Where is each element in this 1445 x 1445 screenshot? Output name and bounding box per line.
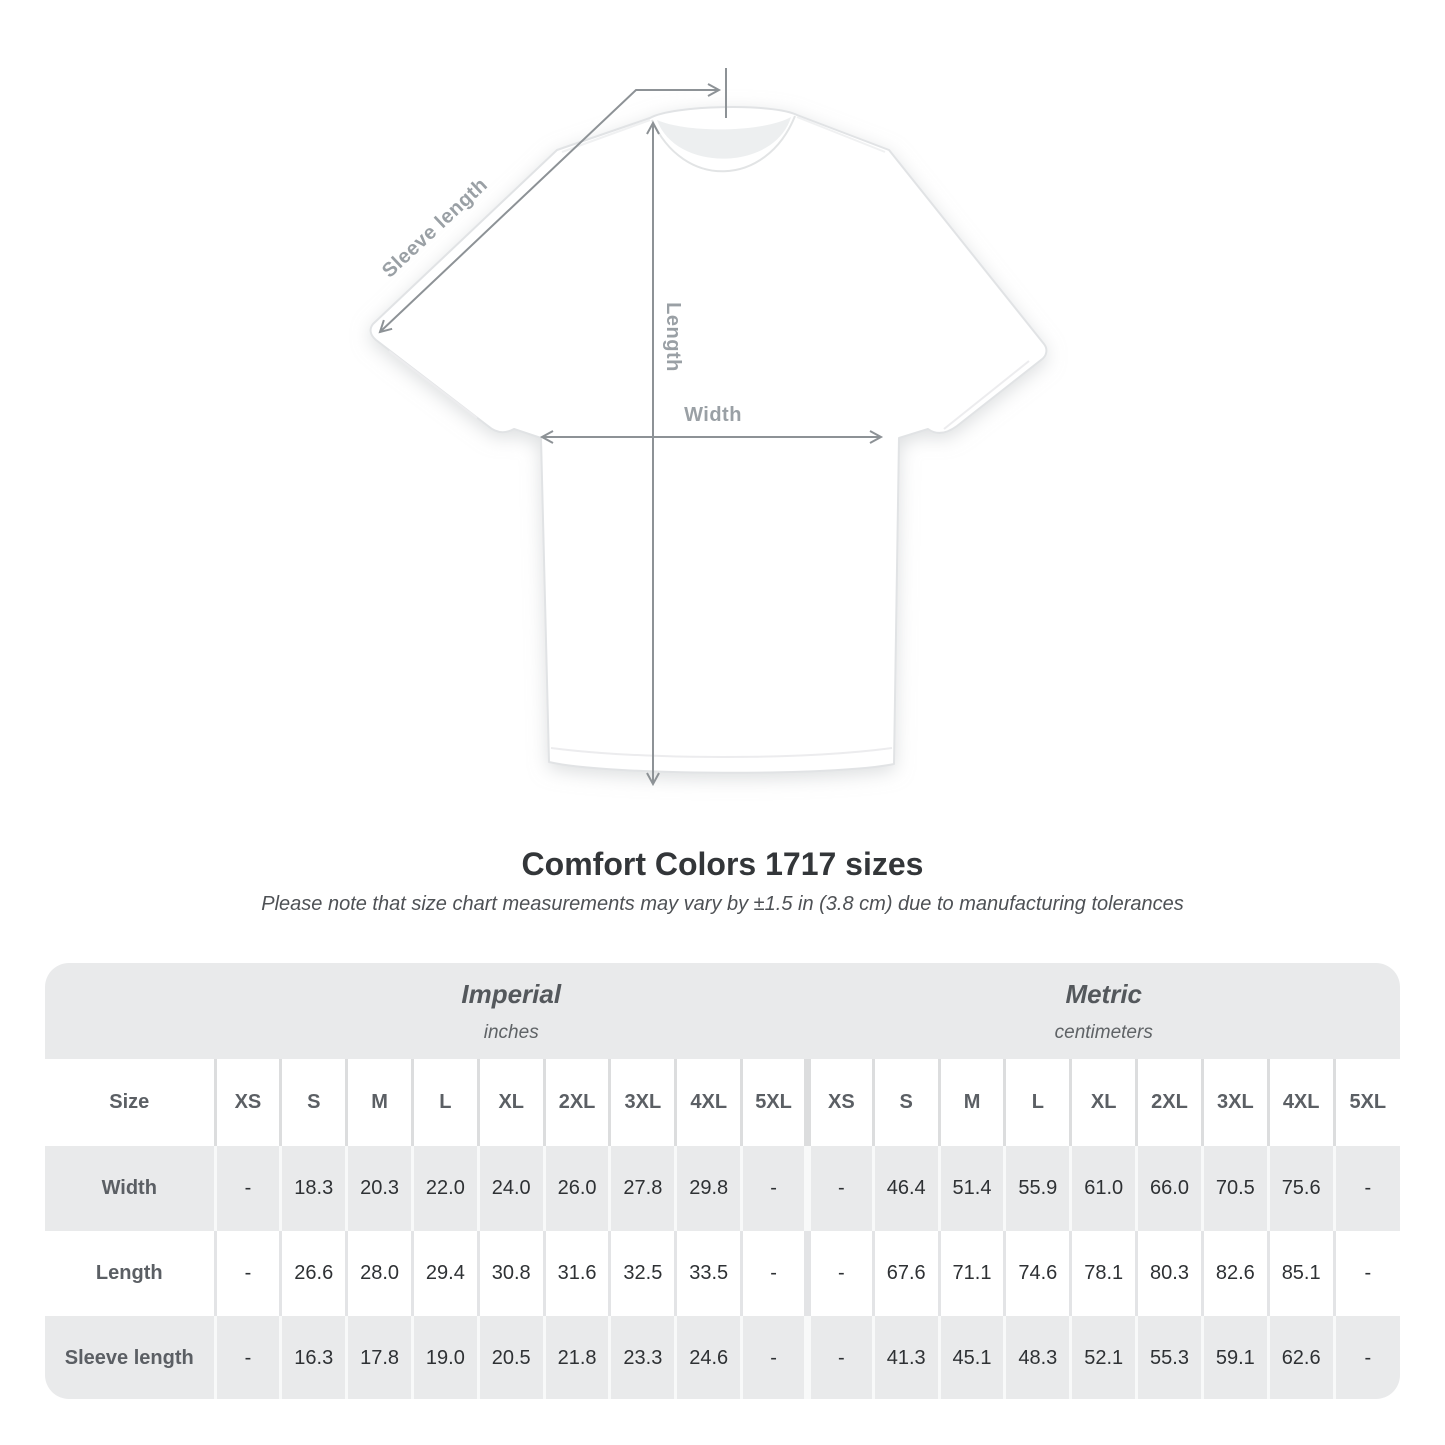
size-value-cell: 62.6 — [1266, 1316, 1335, 1399]
size-value-cell: 26.6 — [279, 1231, 347, 1316]
imperial-section-title: Imperial — [461, 978, 562, 1009]
size-value-cell: 21.8 — [542, 1316, 610, 1399]
size-value-cell: 17.8 — [345, 1316, 413, 1399]
units-corner-cell — [45, 963, 215, 1059]
size-value-cell: 19.0 — [410, 1316, 479, 1399]
size-value-cell: 74.6 — [1003, 1231, 1071, 1316]
size-value-cell: 24.0 — [476, 1146, 545, 1231]
size-value-cell: 16.3 — [279, 1316, 347, 1399]
size-column-header: L — [1003, 1059, 1071, 1146]
size-column-header: 3XL — [1200, 1059, 1269, 1146]
size-column-header: S — [279, 1059, 347, 1146]
size-column-header: S — [871, 1059, 940, 1146]
size-value-cell: 85.1 — [1266, 1231, 1335, 1316]
size-value-cell: 23.3 — [608, 1316, 676, 1399]
width-label: Width — [684, 404, 742, 426]
size-value-cell: 30.8 — [476, 1231, 545, 1316]
size-column-header: 5XL — [740, 1059, 808, 1146]
size-value-cell: - — [1332, 1316, 1400, 1399]
size-value-cell: 51.4 — [937, 1146, 1005, 1231]
size-column-header: XS — [803, 1059, 874, 1146]
size-value-cell: 67.6 — [871, 1231, 940, 1316]
size-value-cell: 48.3 — [1003, 1316, 1071, 1399]
size-value-cell: - — [740, 1146, 808, 1231]
size-value-cell: 78.1 — [1069, 1231, 1137, 1316]
size-label-cell: Size — [109, 1091, 150, 1113]
size-value-cell: - — [213, 1146, 281, 1231]
size-value-cell: 27.8 — [608, 1146, 676, 1231]
size-value-cell: - — [803, 1316, 874, 1399]
size-value-cell: 52.1 — [1069, 1316, 1137, 1399]
size-value-cell: - — [213, 1231, 281, 1316]
size-value-cell: 32.5 — [608, 1231, 676, 1316]
size-value-cell: 41.3 — [871, 1316, 940, 1399]
size-value-cell: 20.3 — [345, 1146, 413, 1231]
size-value-cell: 28.0 — [345, 1231, 413, 1316]
sizes-header-row: Size XS S M L XL 2XL 3XL 4XL 5XL XS S M L XL 2XL 3XL 4XL… — [45, 1059, 1400, 1146]
size-value-cell: 33.5 — [674, 1231, 742, 1316]
size-value-cell: 46.4 — [871, 1146, 940, 1231]
size-value-cell: - — [1332, 1146, 1400, 1231]
size-value-cell: 71.1 — [937, 1231, 1005, 1316]
size-value-cell: - — [213, 1316, 281, 1399]
size-value-cell: 45.1 — [937, 1316, 1005, 1399]
table-row: Sleeve length -16.3 17.8 19.0 20.5 21.8 23.3 24… — [45, 1316, 1400, 1399]
table-row: Length -26.6 28.0 29.4 30.8 31.6 32.5 33.5- -67.… — [45, 1231, 1400, 1316]
size-value-cell: - — [1332, 1231, 1400, 1316]
metric-section-header: Metric centimeters — [807, 963, 1400, 1059]
size-value-cell: 24.6 — [674, 1316, 742, 1399]
size-column-header: 2XL — [1135, 1059, 1203, 1146]
tolerance-note: Please note that size chart measurements… — [261, 893, 1184, 915]
size-value-cell: 55.3 — [1135, 1316, 1203, 1399]
size-value-cell: 55.9 — [1003, 1146, 1071, 1231]
size-value-cell: 61.0 — [1069, 1146, 1137, 1231]
size-value-cell: 59.1 — [1200, 1316, 1269, 1399]
size-value-cell: 29.4 — [410, 1231, 479, 1316]
size-value-cell: - — [740, 1231, 808, 1316]
metric-section-title: Metric — [1065, 978, 1143, 1009]
size-value-cell: 75.6 — [1266, 1146, 1335, 1231]
size-diagram: Sleeve length Length Width — [369, 68, 1048, 787]
size-value-cell: - — [803, 1146, 874, 1231]
size-column-header: XS — [213, 1059, 281, 1146]
size-value-cell: - — [803, 1231, 874, 1316]
size-column-header: L — [410, 1059, 479, 1146]
imperial-section-header: Imperial inches — [215, 963, 808, 1059]
size-value-cell: 80.3 — [1135, 1231, 1203, 1316]
tshirt-illustration — [369, 68, 1048, 787]
metric-section-unit: centimeters — [1054, 1021, 1153, 1043]
size-value-cell: - — [740, 1316, 808, 1399]
size-column-header: 2XL — [542, 1059, 610, 1146]
size-column-header: XL — [1069, 1059, 1137, 1146]
row-label: Sleeve length — [64, 1347, 194, 1369]
size-column-header: 4XL — [674, 1059, 742, 1146]
table-row: Width -18.3 20.3 22.0 24.0 26.0 27.8 29.8- -46.4… — [45, 1146, 1400, 1231]
row-label: Length — [95, 1262, 163, 1284]
size-value-cell: 26.0 — [542, 1146, 610, 1231]
imperial-section-unit: inches — [483, 1021, 539, 1043]
size-value-cell: 31.6 — [542, 1231, 610, 1316]
size-value-cell: 66.0 — [1135, 1146, 1203, 1231]
page-title: Comfort Colors 1717 sizes — [521, 846, 924, 882]
size-column-header: XL — [476, 1059, 545, 1146]
size-chart-table: Imperial inches Metric centimeters Size … — [45, 963, 1400, 1399]
size-value-cell: 82.6 — [1200, 1231, 1269, 1316]
size-value-cell: 22.0 — [410, 1146, 479, 1231]
row-label: Width — [101, 1177, 157, 1199]
size-value-cell: 29.8 — [674, 1146, 742, 1231]
size-column-header: M — [937, 1059, 1005, 1146]
size-column-header: 4XL — [1266, 1059, 1335, 1146]
length-label: Length — [662, 302, 684, 372]
size-value-cell: 70.5 — [1200, 1146, 1269, 1231]
size-column-header: 3XL — [608, 1059, 676, 1146]
size-value-cell: 20.5 — [476, 1316, 545, 1399]
size-column-header: 5XL — [1332, 1059, 1400, 1146]
units-header-row: Imperial inches Metric centimeters — [45, 963, 1400, 1059]
size-value-cell: 18.3 — [279, 1146, 347, 1231]
sleeve-length-arrow — [378, 83, 722, 334]
size-column-header: M — [345, 1059, 413, 1146]
measurement-arrows — [378, 68, 884, 787]
